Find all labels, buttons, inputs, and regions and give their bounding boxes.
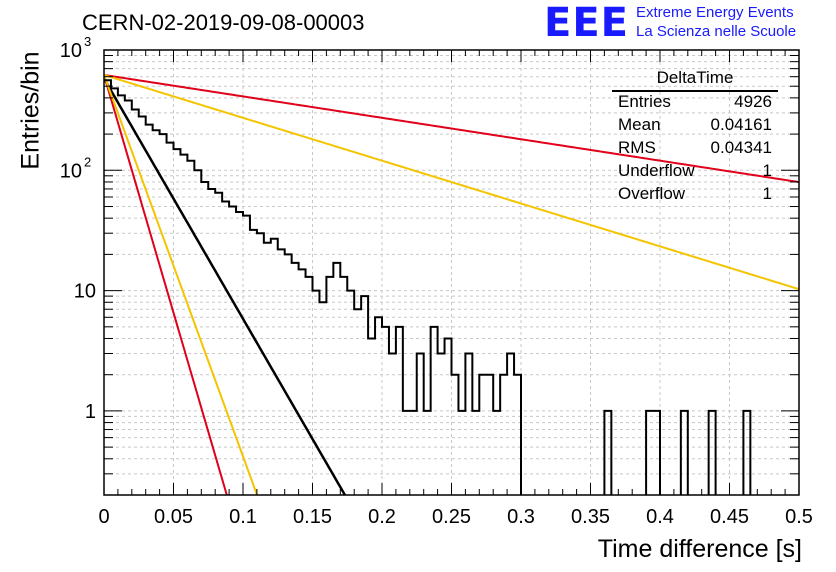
x-tick-label: 0 xyxy=(98,506,109,528)
y-tick-exponent: 2 xyxy=(84,154,91,169)
x-axis-label: Time difference [s] xyxy=(597,535,802,563)
stats-row-underflow: Underflow 1 xyxy=(618,161,772,183)
stats-value: 0.04341 xyxy=(710,138,772,157)
stats-value: 1 xyxy=(762,184,772,203)
stats-value: 1 xyxy=(762,161,772,180)
stats-row-overflow: Overflow 1 xyxy=(618,184,772,206)
y-tick-label: 10 xyxy=(74,281,96,303)
stats-key: RMS xyxy=(618,138,656,157)
stats-value: 0.04161 xyxy=(710,115,772,134)
x-tick-label: 0.05 xyxy=(154,506,193,528)
stats-key: Overflow xyxy=(618,184,686,203)
x-tick-label: 0.5 xyxy=(785,506,813,528)
x-tick-label: 0.25 xyxy=(432,506,471,528)
x-tick-label: 0.35 xyxy=(571,506,610,528)
logo-caption-line1: Extreme Energy Events xyxy=(636,4,794,21)
fit-curve-1 xyxy=(104,73,799,184)
fit-curves xyxy=(104,73,799,495)
x-tick-label: 0.45 xyxy=(710,506,749,528)
stats-key: Entries xyxy=(618,92,671,111)
stats-key: Underflow xyxy=(618,161,695,180)
y-tick-exponent: 3 xyxy=(84,34,91,49)
stats-divider xyxy=(612,90,778,92)
x-tick-label: 0.4 xyxy=(646,506,674,528)
grid-lines xyxy=(104,50,799,495)
fit-curve-2 xyxy=(104,74,799,291)
histogram-outline xyxy=(104,79,752,495)
fit-curve-4 xyxy=(104,74,259,495)
eee-logo: EEE xyxy=(544,0,629,46)
x-tick-label: 0.2 xyxy=(368,506,396,528)
stats-row-rms: RMS 0.04341 xyxy=(618,138,772,160)
fit-curve-3 xyxy=(104,74,228,495)
stats-title: DeltaTime xyxy=(656,68,734,87)
stats-key: Mean xyxy=(618,115,661,134)
y-axis-label: Entries/bin xyxy=(16,51,45,170)
x-tick-label: 0.1 xyxy=(229,506,257,528)
histogram-series xyxy=(104,79,752,495)
x-tick-label: 0.3 xyxy=(507,506,535,528)
stats-value: 4926 xyxy=(734,92,772,111)
logo-caption-line2: La Scienza nelle Scuole xyxy=(636,23,797,40)
axis-ticks xyxy=(103,50,800,496)
fit-curve-0 xyxy=(104,77,347,495)
x-tick-labels: 0 0.05 0.1 0.15 0.2 0.25 0.3 0.35 0.4 0.45 0.5 xyxy=(98,506,812,528)
y-tick-label: 10 xyxy=(60,160,82,182)
stats-row-entries: Entries 4926 xyxy=(618,92,772,114)
stats-box: DeltaTime Entries 4926 Mean 0.04161 RMS … xyxy=(612,68,778,208)
y-tick-label: 1 xyxy=(85,401,96,423)
x-tick-label: 0.15 xyxy=(293,506,332,528)
chart-title: CERN-02-2019-09-08-00003 xyxy=(82,10,365,35)
y-tick-label: 10 xyxy=(60,40,82,62)
stats-row-mean: Mean 0.04161 xyxy=(618,115,772,137)
